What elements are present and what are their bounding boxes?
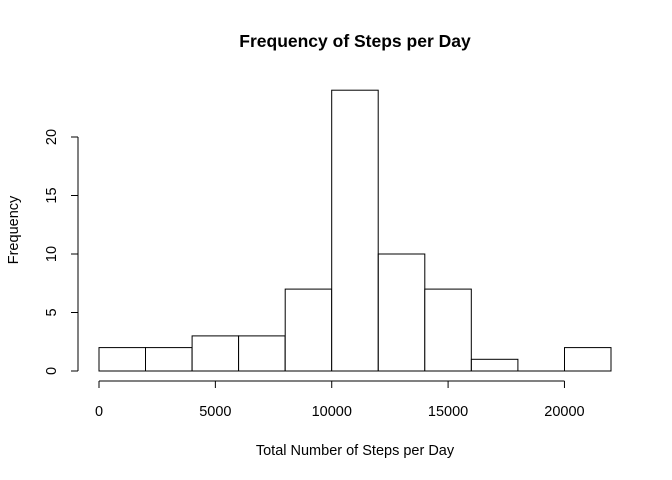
x-axis-label: Total Number of Steps per Day [256,443,455,459]
histogram-bar [284,288,333,372]
histogram-bar [331,89,379,372]
y-tick-label: 0 [44,367,60,375]
x-tick-label: 0 [95,404,103,420]
histogram-bar [191,335,240,372]
y-axis-label: Frequency [6,195,22,264]
histogram-bars [98,89,612,372]
histogram-bar [145,347,193,372]
x-axis: 0 5000 10000 15000 20000 [95,380,585,420]
x-tick-label: 10000 [312,404,352,420]
chart-title: Frequency of Steps per Day [239,31,471,51]
x-tick-label: 20000 [544,404,584,420]
histogram-bar [564,347,612,372]
histogram-bar [98,347,146,372]
histogram-bar [238,335,286,372]
y-axis: 0 5 10 15 20 [44,129,79,375]
y-tick-label: 10 [44,246,60,262]
y-tick-label: 20 [44,129,60,145]
histogram-bar [424,288,472,372]
histogram-bar [470,358,519,372]
x-tick-label: 15000 [428,404,468,420]
y-tick-label: 5 [44,308,60,316]
y-tick-label: 15 [44,187,60,203]
histogram-bar [377,253,426,372]
x-tick-label: 5000 [199,404,231,420]
